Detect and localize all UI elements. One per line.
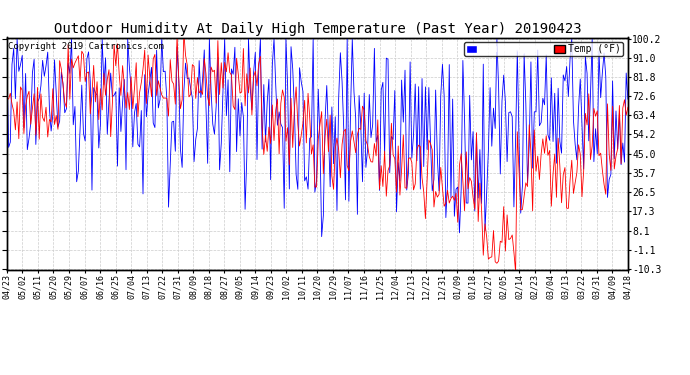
Legend: Humidity (%), Temp (°F): Humidity (%), Temp (°F)	[464, 42, 623, 56]
Title: Outdoor Humidity At Daily High Temperature (Past Year) 20190423: Outdoor Humidity At Daily High Temperatu…	[54, 22, 581, 36]
Text: Copyright 2019 Cartronics.com: Copyright 2019 Cartronics.com	[8, 42, 164, 51]
